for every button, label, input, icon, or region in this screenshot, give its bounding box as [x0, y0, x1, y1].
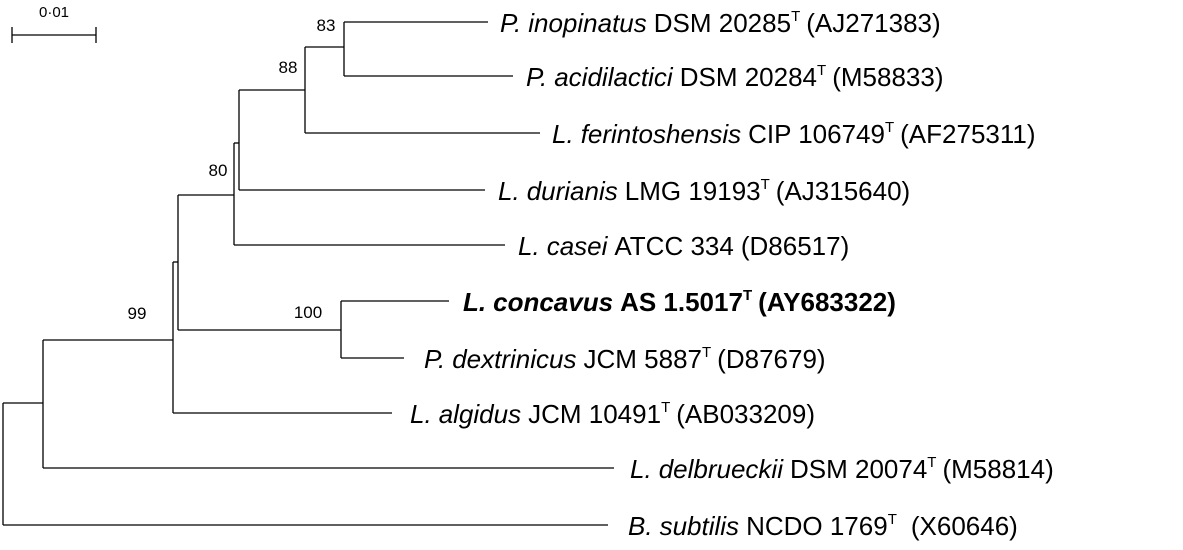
taxon-label: L. delbrueckii DSM 20074T (M58814) [630, 454, 1054, 484]
taxon-genus: P. [500, 8, 521, 38]
type-strain-mark: T [661, 399, 670, 416]
bootstrap-value: 88 [279, 58, 298, 77]
taxon-accession: (M58814) [942, 454, 1053, 484]
taxon-strain: LMG 19193 [625, 176, 761, 206]
taxon-species: ferintoshensis [581, 119, 741, 149]
bootstrap-value: 99 [128, 304, 147, 323]
taxon-strain: ATCC 334 [614, 231, 733, 261]
type-strain-mark: T [885, 119, 894, 136]
taxon-accession: (AY683322) [758, 287, 896, 317]
taxon-label: L. ferintoshensis CIP 106749T (AF275311) [552, 119, 1036, 149]
taxon-strain: JCM 10491 [528, 399, 661, 429]
taxon-genus: L. [463, 287, 486, 317]
taxon-accession: (AB033209) [676, 399, 815, 429]
taxon-species: acidilactici [554, 62, 674, 92]
bootstrap-value: 100 [294, 303, 322, 322]
taxon-species: subtilis [660, 511, 739, 541]
taxon-accession: (D87679) [717, 344, 825, 374]
taxon-species: concavus [493, 287, 613, 317]
type-strain-mark: T [743, 287, 752, 304]
taxon-genus: L. [552, 119, 574, 149]
taxon-accession: (M58833) [832, 62, 943, 92]
scale-bar-label: 0·01 [39, 4, 69, 21]
taxon-species: algidus [439, 399, 521, 429]
taxon-species: durianis [527, 176, 618, 206]
type-strain-mark: T [817, 62, 826, 79]
type-strain-mark: T [927, 454, 936, 471]
taxon-label: L. durianis LMG 19193T (AJ315640) [498, 176, 910, 206]
tree-branches [2, 21, 614, 526]
taxon-label: P. acidilactici DSM 20284T (M58833) [526, 62, 943, 92]
taxon-genus: L. [518, 231, 540, 261]
taxon-genus: P. [526, 62, 547, 92]
taxon-labels: P. inopinatus DSM 20285T (AJ271383) P. acidi… [410, 8, 1054, 541]
taxon-genus: P. [424, 344, 445, 374]
bootstrap-value: 83 [317, 16, 336, 35]
taxon-strain: CIP 106749 [748, 119, 885, 149]
taxon-label: B. subtilis NCDO 1769T (X60646) [628, 511, 1018, 541]
taxon-accession: (D86517) [741, 231, 849, 261]
type-strain-mark: T [888, 511, 897, 528]
type-strain-mark: T [702, 344, 711, 361]
taxon-accession: (AJ315640) [776, 176, 910, 206]
taxon-accession: (AJ271383) [806, 8, 940, 38]
bootstrap-value: 80 [209, 161, 228, 180]
taxon-strain: NCDO 1769 [746, 511, 888, 541]
taxon-strain: DSM 20285 [654, 8, 791, 38]
taxon-genus: B. [628, 511, 653, 541]
taxon-genus: L. [498, 176, 520, 206]
taxon-genus: L. [630, 454, 652, 484]
taxon-strain: DSM 20284 [680, 62, 817, 92]
taxon-label: L. casei ATCC 334 (D86517) [518, 231, 849, 261]
taxon-genus: L. [410, 399, 432, 429]
taxon-strain: JCM 5887 [584, 344, 703, 374]
taxon-accession: (X60646) [911, 511, 1018, 541]
scale-bar: 0·01 [11, 4, 97, 43]
type-strain-mark: T [791, 8, 800, 25]
taxon-species: inopinatus [528, 8, 647, 38]
taxon-accession: (AF275311) [900, 119, 1035, 149]
taxon-label: P. inopinatus DSM 20285T (AJ271383) [500, 8, 941, 38]
taxon-strain: DSM 20074 [790, 454, 927, 484]
taxon-species: delbrueckii [659, 454, 785, 484]
taxon-strain: AS 1.5017 [620, 287, 743, 317]
taxon-label: L. algidus JCM 10491T (AB033209) [410, 399, 815, 429]
taxon-species: casei [547, 231, 609, 261]
bootstrap-values: 83 88 80 100 99 [128, 16, 336, 323]
type-strain-mark: T [761, 176, 770, 193]
taxon-species: dextrinicus [452, 344, 576, 374]
taxon-label: P. dextrinicus JCM 5887T (D87679) [424, 344, 826, 374]
taxon-label-highlighted: L. concavus AS 1.5017T (AY683322) [463, 287, 896, 317]
